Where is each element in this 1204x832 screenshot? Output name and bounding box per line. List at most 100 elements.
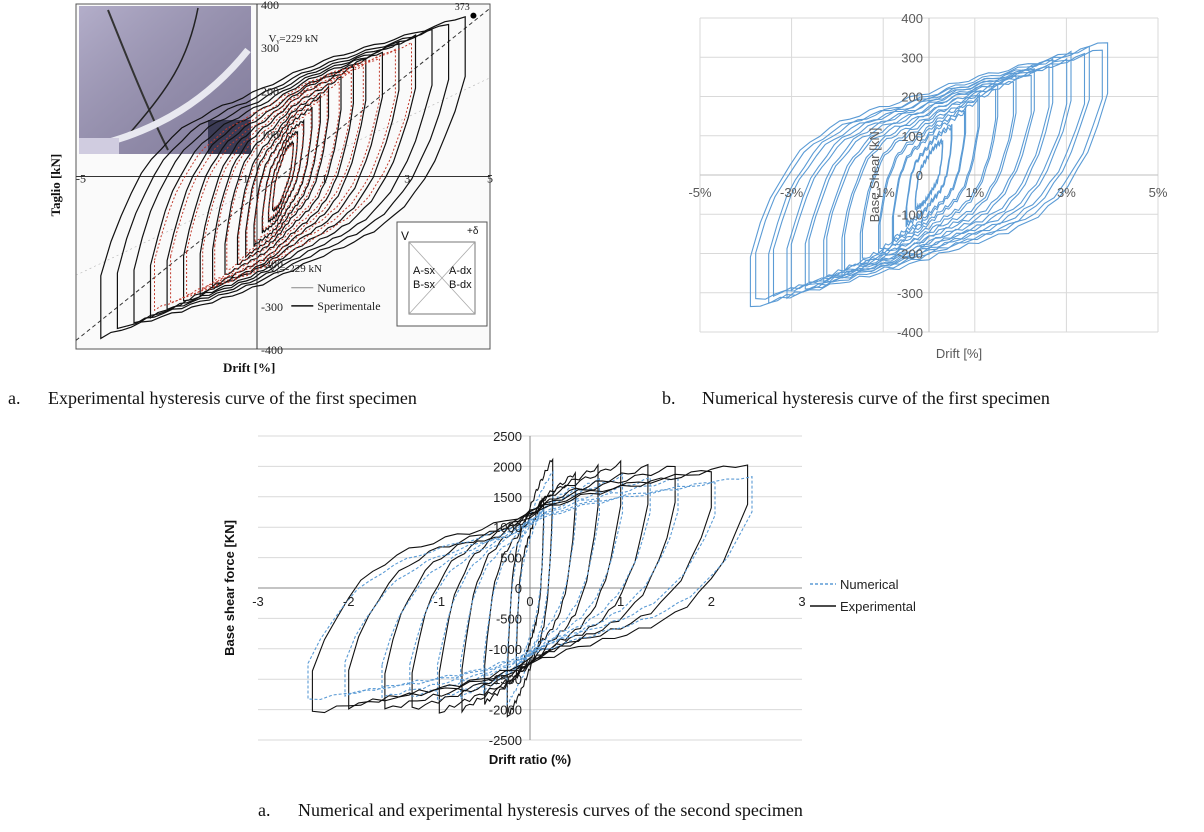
chart-c-y-tick-label: 500 xyxy=(500,551,522,566)
chart-b-text: 400 300 200 100 0 -100 -200 -300 -400 -5% -3% -1% 1%… xyxy=(688,11,1167,361)
chart-a-loop-numerico xyxy=(246,98,320,255)
chart-c-x-tick-label: -1 xyxy=(434,594,446,609)
chart-c-loop-numerical xyxy=(307,476,753,701)
chart-a-text: 400 300 200 100 -200 -300 -400 -5 -1 1 3 5 Taglio [k… xyxy=(48,0,493,375)
chart-c-y-tick-label: -1500 xyxy=(489,672,522,687)
inset-v-label: V xyxy=(401,229,409,243)
inset-brace-2 xyxy=(408,241,476,315)
inset-delta-label: +δ xyxy=(467,226,479,237)
chart-b: 400 300 200 100 0 -100 -200 -300 -400 -5% -3% -1% 1%… xyxy=(658,0,1204,375)
chart-c-y-tick-label: 1000 xyxy=(493,520,522,535)
chart-a-peak-marker xyxy=(470,12,477,19)
caption-c-text: Numerical and experimental hysteresis cu… xyxy=(298,800,803,820)
chart-c-loop-numerical xyxy=(436,473,624,701)
chart-b-svg: 400 300 200 100 0 -100 -200 -300 -400 -5% -3% -1% 1%… xyxy=(688,11,1167,361)
chart-b-y-tick-label: 300 xyxy=(901,50,923,65)
chart-a-x-tick-label: 5 xyxy=(487,172,493,186)
chart-b-x-tick-label: 1% xyxy=(965,185,984,200)
chart-c-x-tick-label: -2 xyxy=(343,594,355,609)
chart-c-x-tick-label: 1 xyxy=(617,594,624,609)
chart-b-loop xyxy=(790,57,1068,292)
chart-a-legend: Numerico Sperimentale xyxy=(291,281,381,313)
chart-c-x-tick-label: 0 xyxy=(526,594,533,609)
chart-b-loop xyxy=(844,80,1014,273)
chart-c-loop-experimental xyxy=(438,459,622,714)
chart-b-y-tick-label: -400 xyxy=(897,325,923,340)
chart-a-loop-numerico xyxy=(226,80,340,271)
chart-a-loop-sperimentale xyxy=(116,23,450,330)
legend-label-numerico: Numerico xyxy=(317,281,365,295)
chart-a-peak-label: 373 xyxy=(455,2,470,13)
chart-c-y-axis-title: Base shear force [KN] xyxy=(222,520,237,656)
chart-c-y-tick-label: 2000 xyxy=(493,459,522,474)
chart-a-svg: 400 300 200 100 -200 -300 -400 -5 -1 1 3 5 Taglio [k… xyxy=(48,0,493,375)
inset-panel xyxy=(408,241,476,315)
chart-a-yield-line xyxy=(75,77,491,276)
chart-b-loop xyxy=(826,74,1032,278)
chart-a-x-tick-label: -5 xyxy=(76,172,86,186)
chart-a-loop-sperimentale xyxy=(261,118,305,234)
chart-b-x-tick-label: 3% xyxy=(1057,185,1076,200)
chart-a-curves xyxy=(100,12,477,340)
chart-c-loop-numerical xyxy=(483,482,577,695)
chart-a-loop-sperimentale xyxy=(166,41,400,311)
chart-b-y-tick-label: -300 xyxy=(897,286,923,301)
chart-b-y-tick-label: 400 xyxy=(901,11,923,26)
chart-a-x-tick-label: 1 xyxy=(321,172,327,186)
chart-c-loop-numerical xyxy=(344,482,716,697)
caption-a-label: a. xyxy=(8,388,21,408)
chart-a-y-tick-label: -300 xyxy=(261,300,283,314)
chart-b-y-tick-label: 0 xyxy=(916,168,923,183)
chart-a-loop-sperimentale xyxy=(236,85,330,266)
chart-c-loop-experimental xyxy=(348,470,712,710)
chart-b-loop xyxy=(892,110,966,240)
chart-a-loop-numerico xyxy=(214,71,352,282)
chart-a-loop-sperimentale xyxy=(133,28,433,324)
chart-b-loop xyxy=(879,97,979,250)
chart-c-loop-numerical xyxy=(515,507,545,670)
chart-c-loop-experimental xyxy=(411,463,649,710)
chart-a-loop-numerico xyxy=(254,109,312,245)
inset-frame xyxy=(396,221,488,327)
chart-c-x-tick-label: 3 xyxy=(798,594,805,609)
test-photo-image xyxy=(79,6,251,154)
inset-cell-label: B-sx xyxy=(413,279,436,291)
chart-a: 400 300 200 100 -200 -300 -400 -5 -1 1 3 5 Taglio [k… xyxy=(48,0,510,375)
chart-b-x-tick-label: -3% xyxy=(780,185,804,200)
chart-a-loop-numerico xyxy=(262,121,304,231)
chart-b-loop xyxy=(915,139,943,211)
chart-a-vy-neg-label: Vᵧ=-229 kN xyxy=(269,263,322,275)
chart-a-loop-sperimentale xyxy=(199,58,367,298)
inset-diagram: V +δ A-sx B-sx A-dx B-dx xyxy=(396,221,488,327)
chart-c-axes xyxy=(258,435,802,741)
chart-b-curves xyxy=(749,42,1109,308)
chart-a-loop-numerico xyxy=(268,133,298,221)
chart-a-loop-sperimentale xyxy=(212,66,354,288)
chart-a-y-tick-label: 400 xyxy=(261,0,279,12)
chart-c-curves xyxy=(307,457,753,718)
chart-b-loop xyxy=(878,92,980,255)
chart-c-loop-numerical xyxy=(506,470,554,706)
chart-a-loop-numerico xyxy=(272,142,294,210)
chart-c-y-tick-label: -2500 xyxy=(489,733,522,748)
chart-a-loop-sperimentale xyxy=(149,34,417,319)
chart-a-loop-numerico xyxy=(186,57,380,296)
chart-b-loop xyxy=(861,88,997,259)
chart-a-y-tick-label: 200 xyxy=(261,84,279,98)
chart-a-loop-sperimentale xyxy=(100,15,466,340)
chart-a-y-tick-label: 300 xyxy=(261,41,279,55)
chart-c-y-tick-label: 1500 xyxy=(493,490,522,505)
inset-cell-label: B-dx xyxy=(449,279,472,291)
caption-c-label: a. xyxy=(258,800,271,820)
chart-b-x-tick-label: -5% xyxy=(688,185,712,200)
caption-c: a. Numerical and experimental hysteresis … xyxy=(258,800,803,821)
chart-a-loop-numerico xyxy=(238,90,328,261)
inset-cell-label: A-dx xyxy=(449,265,472,277)
chart-c-loop-numerical xyxy=(460,476,600,701)
legend-label-sperimentale: Sperimentale xyxy=(317,299,380,313)
inset-cell-label: A-sx xyxy=(413,265,436,277)
chart-c-x-axis-title: Drift ratio (%) xyxy=(489,752,571,767)
chart-a-envelope-line xyxy=(75,7,491,341)
chart-b-loop xyxy=(905,124,953,228)
chart-c-x-tick-label: -3 xyxy=(252,594,264,609)
